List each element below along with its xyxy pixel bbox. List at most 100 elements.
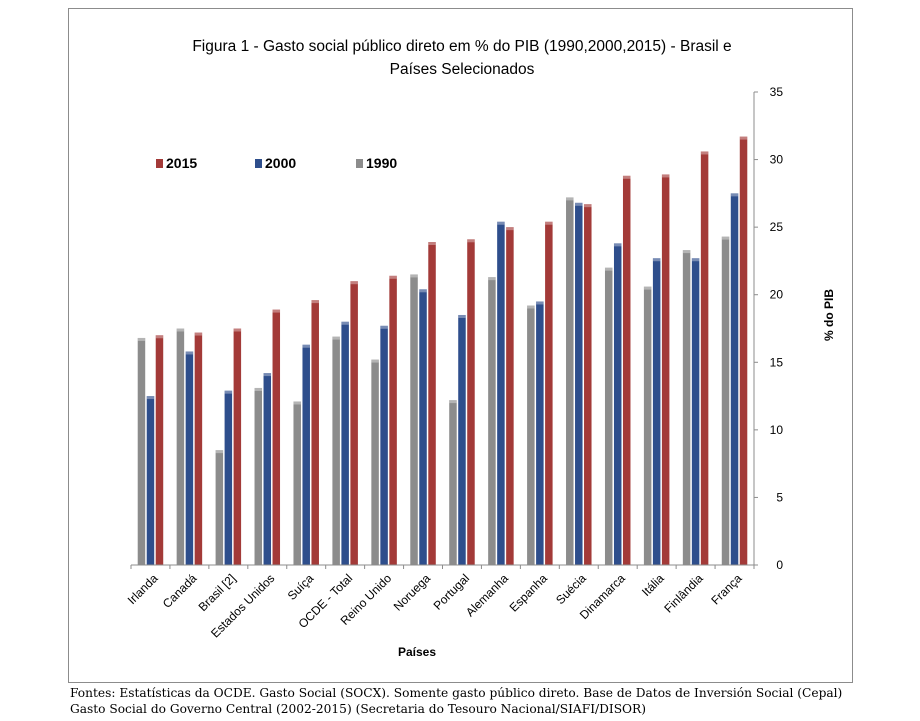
bar-2000-it-lia <box>652 258 661 565</box>
chart-legend: 2015 2000 1990 <box>156 155 397 171</box>
bar-cap-2015 <box>622 175 631 179</box>
bar-cap-2000 <box>652 258 661 262</box>
legend-label-2015: 2015 <box>166 155 197 171</box>
y-tick-label-15: 15 <box>770 355 784 369</box>
x-category-label: Canadá <box>160 571 200 611</box>
bar-cap-1990 <box>721 236 730 240</box>
bar-2000-ocde-total <box>341 321 349 565</box>
source-footnote-line-1: Fontes: Estatísticas da OCDE. Gasto Soci… <box>70 686 843 700</box>
bar-2000-canad- <box>185 351 194 565</box>
bar-cap-2015 <box>428 242 436 246</box>
chart-frame: Figura 1 - Gasto social público direto e… <box>68 8 853 683</box>
bar-2000-dinamarca <box>613 243 622 566</box>
bar-cap-1990 <box>604 267 613 271</box>
bar-cap-2000 <box>613 243 622 247</box>
bar-cap-2000 <box>380 325 388 329</box>
x-category-label: Suíça <box>285 571 317 603</box>
bar-2000-portugal <box>458 314 466 565</box>
bar-2015-alemanha <box>506 227 514 565</box>
bar-cap-2000 <box>185 351 194 355</box>
bar-cap-2015 <box>389 275 397 279</box>
bar-cap-2015 <box>233 328 242 332</box>
bar-cap-2000 <box>341 321 349 325</box>
legend-swatch-2015 <box>156 159 163 168</box>
bar-1990-canad- <box>176 328 185 565</box>
bar-cap-1990 <box>527 305 535 309</box>
bar-1990-estados-unidos <box>254 387 263 565</box>
bar-2000-brasil-2- <box>224 390 233 565</box>
bar-2015-finl-ndia <box>700 151 709 565</box>
bar-2015-irlanda <box>155 335 164 565</box>
bar-2015-noruega <box>428 242 436 565</box>
y-axis-label: % do PIB <box>822 289 836 341</box>
bar-cap-1990 <box>137 337 146 341</box>
x-category-label: Finlândia <box>661 571 706 616</box>
bar-cap-2015 <box>311 300 319 304</box>
x-category-label: Noruega <box>391 571 434 614</box>
bar-2000-estados-unidos <box>263 373 272 565</box>
bar-cap-1990 <box>566 197 574 201</box>
source-footnote-line-2: Gasto Social do Governo Central (2002-20… <box>70 702 646 716</box>
bar-1990-dinamarca <box>604 267 613 565</box>
bar-1990-portugal <box>449 400 457 565</box>
bar-2015-su-cia <box>584 204 592 565</box>
y-tick-label-35: 35 <box>770 85 784 99</box>
bar-cap-2015 <box>661 174 670 178</box>
bar-2000-finl-ndia <box>691 258 700 565</box>
bar-2000-espanha <box>536 301 544 565</box>
bar-2000-fran-a <box>730 193 739 565</box>
bar-cap-2000 <box>302 344 310 348</box>
bar-cap-1990 <box>254 387 263 391</box>
bar-2015-fran-a <box>739 136 748 565</box>
bar-cap-1990 <box>371 359 379 363</box>
bar-cap-2015 <box>545 221 553 225</box>
legend-label-1990: 1990 <box>366 155 397 171</box>
bar-2015-it-lia <box>661 174 670 566</box>
x-category-label: Espanha <box>507 571 551 615</box>
bar-2015-estados-unidos <box>272 309 281 565</box>
bar-cap-1990 <box>488 277 496 281</box>
bar-2000-alemanha <box>497 221 505 566</box>
bar-cap-2000 <box>419 289 427 293</box>
bar-cap-2015 <box>467 239 475 243</box>
y-tick-label-0: 0 <box>776 558 783 572</box>
bar-2000-irlanda <box>146 396 155 565</box>
bar-cap-2000 <box>263 373 272 377</box>
bar-1990-finl-ndia <box>682 250 691 566</box>
bar-1990-reino-unido <box>371 359 379 565</box>
bar-2000-su-cia <box>575 202 583 565</box>
y-tick-label-20: 20 <box>770 288 784 302</box>
bar-1990-alemanha <box>488 277 496 565</box>
y-tick-label-30: 30 <box>770 153 784 167</box>
bar-cap-1990 <box>410 274 418 278</box>
bar-2015-canad- <box>194 332 203 565</box>
bar-cap-2000 <box>575 202 583 206</box>
bar-cap-2000 <box>497 221 505 225</box>
bar-2015-su-a <box>311 300 319 565</box>
bar-1990-fran-a <box>721 236 730 566</box>
bar-cap-2015 <box>194 332 203 336</box>
bar-1990-brasil-2- <box>215 450 224 565</box>
x-category-label: Irlanda <box>125 571 161 607</box>
bar-cap-2015 <box>700 151 709 155</box>
bar-cap-2015 <box>350 281 358 285</box>
bar-cap-1990 <box>332 336 340 340</box>
bar-1990-su-cia <box>566 197 574 565</box>
bar-1990-su-a <box>293 401 301 565</box>
y-axis-ticks: 0 5 10 15 20 25 30 35 <box>754 85 783 572</box>
bar-2015-reino-unido <box>389 275 397 565</box>
legend-swatch-2000 <box>255 159 262 168</box>
bar-cap-1990 <box>449 400 457 404</box>
x-category-label: Alemanha <box>463 571 511 619</box>
bar-cap-1990 <box>293 401 301 405</box>
bar-2015-ocde-total <box>350 281 358 565</box>
chart-title-line-2: Países Selecionados <box>390 61 535 78</box>
legend-swatch-1990 <box>356 159 363 168</box>
bar-cap-2000 <box>224 390 233 394</box>
bar-1990-it-lia <box>643 286 652 565</box>
bar-2000-su-a <box>302 344 310 565</box>
bar-1990-ocde-total <box>332 336 340 565</box>
bar-cap-2000 <box>536 301 544 305</box>
bar-cap-2015 <box>272 309 281 313</box>
